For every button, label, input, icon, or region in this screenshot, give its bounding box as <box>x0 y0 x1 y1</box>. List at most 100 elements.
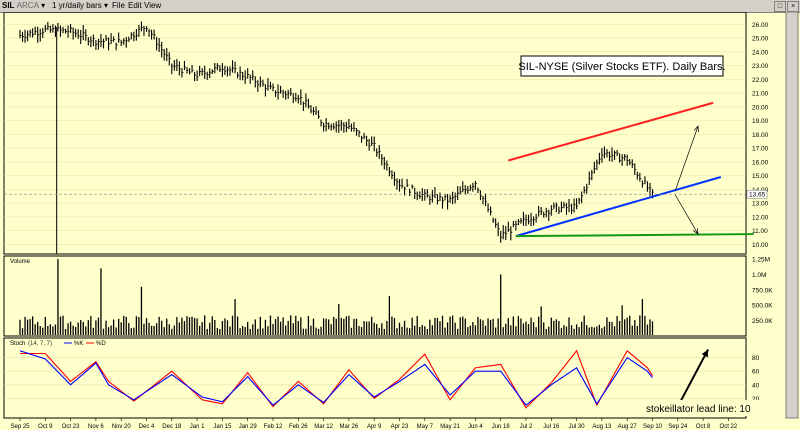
x-tick-label: Aug 27 <box>618 424 638 430</box>
chevron-down-icon: ▾ <box>41 1 46 10</box>
x-tick-label: Dec 4 <box>139 424 155 430</box>
volume-tick-label: 1.25M <box>752 257 770 264</box>
x-tick-label: Feb 12 <box>264 424 283 430</box>
x-axis: Sep 25 Oct 9 Oct 23 Nov 6 Nov 20 Dec 4 Dec 18 J… <box>10 418 738 430</box>
price-tick-label: 23.00 <box>752 63 769 70</box>
x-tick-label: Oct 9 <box>38 424 53 430</box>
volume-tick-label: 250.0K <box>752 318 773 325</box>
volume-panel-border <box>3 255 747 337</box>
price-tick-label: 26.00 <box>752 22 769 29</box>
menu-view[interactable]: View <box>144 1 162 10</box>
stoch-tick-label: 80 <box>752 355 760 362</box>
stoch-k-line <box>19 350 653 406</box>
stoch-legend: Stoch (14, 7, 7) %K %D <box>10 341 106 347</box>
arrowhead <box>693 125 699 133</box>
x-tick-label: Sep 24 <box>668 424 688 430</box>
x-tick-label: May 7 <box>417 424 434 430</box>
projection-arrow <box>674 194 699 235</box>
x-tick-label: Feb 26 <box>289 424 308 430</box>
current-price-marker: 13.65 <box>4 189 768 199</box>
restore-icon[interactable]: □ <box>774 1 786 12</box>
price-tick-label: 18.00 <box>752 132 769 139</box>
stoch-lines <box>19 348 710 409</box>
x-tick-label: Sep 10 <box>643 424 663 430</box>
title-box <box>520 55 724 77</box>
stoch-label: Stoch <box>10 341 25 347</box>
menu-file[interactable]: File <box>112 1 125 10</box>
x-tick-label: Oct 23 <box>62 424 80 430</box>
x-tick-label: Mar 12 <box>314 424 333 430</box>
stoch-annotation-bg <box>645 400 770 416</box>
exchange-label: ARCA <box>16 1 39 10</box>
stoch-arrowhead <box>701 349 709 358</box>
stoch-tick-label: 60 <box>752 369 760 376</box>
current-price-box <box>746 189 768 199</box>
volume-tick-label: 750.0K <box>752 287 773 294</box>
x-tick-label: May 21 <box>440 424 460 430</box>
close-icon[interactable]: × <box>787 1 799 12</box>
x-tick-label: Dec 18 <box>162 424 182 430</box>
stoch-panel-border <box>3 337 747 419</box>
x-tick-label: Oct 22 <box>720 424 738 430</box>
x-tick-label: Jul 30 <box>569 424 586 430</box>
stoch-axis: 80 60 40 20 <box>752 355 760 403</box>
trend-line <box>515 176 722 238</box>
stoch-annotation: stokeillator lead line: 10 <box>646 404 751 415</box>
volume-bars <box>19 259 654 335</box>
x-tick-label: Apr 23 <box>391 424 409 430</box>
price-tick-label: 25.00 <box>752 36 769 43</box>
price-tick-label: 20.00 <box>752 104 769 111</box>
stoch-tick-label: 20 <box>752 396 760 403</box>
stoch-tick-label: 40 <box>752 382 760 389</box>
trend-lines <box>508 101 754 238</box>
price-tick-label: 22.00 <box>752 77 769 84</box>
projection-arrow <box>674 126 699 191</box>
symbol-dropdown[interactable]: SIL ARCA ▾ <box>2 0 45 12</box>
volume-label: Volume <box>10 259 31 265</box>
x-tick-label: Oct 8 <box>696 424 711 430</box>
stoch-d-line <box>20 349 653 409</box>
price-bars <box>19 21 654 254</box>
x-tick-label: Nov 20 <box>112 424 132 430</box>
volume-tick-label: 1.0M <box>752 272 766 279</box>
x-tick-label: Apr 9 <box>367 424 382 430</box>
price-tick-label: 11.00 <box>752 228 768 235</box>
chart-area: 26.00 25.00 24.00 23.00 22.00 21.00 20.00 19.00… <box>3 12 799 430</box>
price-tick-label: 13.00 <box>752 201 769 208</box>
k-legend-label: %K <box>74 341 83 347</box>
x-tick-label: Jul 2 <box>520 424 533 430</box>
scrollbar[interactable] <box>785 12 799 419</box>
menu-edit[interactable]: Edit <box>128 1 142 10</box>
arrowhead <box>693 228 699 235</box>
chart-title: SIL-NYSE (Silver Stocks ETF). Daily Bars… <box>518 61 725 73</box>
symbol-label: SIL <box>2 1 15 10</box>
volume-axis: 1.25M 1.0M 750.0K 500.0K 250.0K <box>752 257 773 326</box>
stoch-params: (14, 7, 7) <box>28 341 52 347</box>
price-axis: 26.00 25.00 24.00 23.00 22.00 21.00 20.00 19.00… <box>752 22 769 249</box>
price-tick-label: 10.00 <box>752 242 769 249</box>
x-tick-label: Jan 1 <box>190 424 205 430</box>
x-tick-label: Jun 4 <box>468 424 483 430</box>
d-legend-label: %D <box>96 341 106 347</box>
period-label: 1 yr/daily bars <box>52 1 102 10</box>
x-tick-label: Nov 6 <box>88 424 104 430</box>
x-tick-label: Jan 29 <box>239 424 258 430</box>
x-tick-label: Jul 16 <box>543 424 560 430</box>
stoch-grid <box>4 357 746 399</box>
trend-line <box>508 101 714 162</box>
x-tick-label: Jun 18 <box>492 424 511 430</box>
price-tick-label: 24.00 <box>752 49 769 56</box>
x-tick-label: Aug 13 <box>592 424 612 430</box>
x-tick-label: Mar 26 <box>340 424 359 430</box>
price-tick-label: 21.00 <box>752 91 769 98</box>
volume-tick-label: 500.0K <box>752 303 773 310</box>
period-dropdown[interactable]: 1 yr/daily bars ▾ <box>52 0 108 12</box>
x-tick-label: Jan 15 <box>213 424 232 430</box>
chevron-down-icon: ▾ <box>104 1 109 10</box>
stoch-arrow <box>676 348 710 408</box>
price-tick-label: 12.00 <box>752 214 769 221</box>
price-tick-label: 19.00 <box>752 118 769 125</box>
price-panel-border <box>3 12 747 255</box>
price-tick-label: 17.00 <box>752 146 769 153</box>
